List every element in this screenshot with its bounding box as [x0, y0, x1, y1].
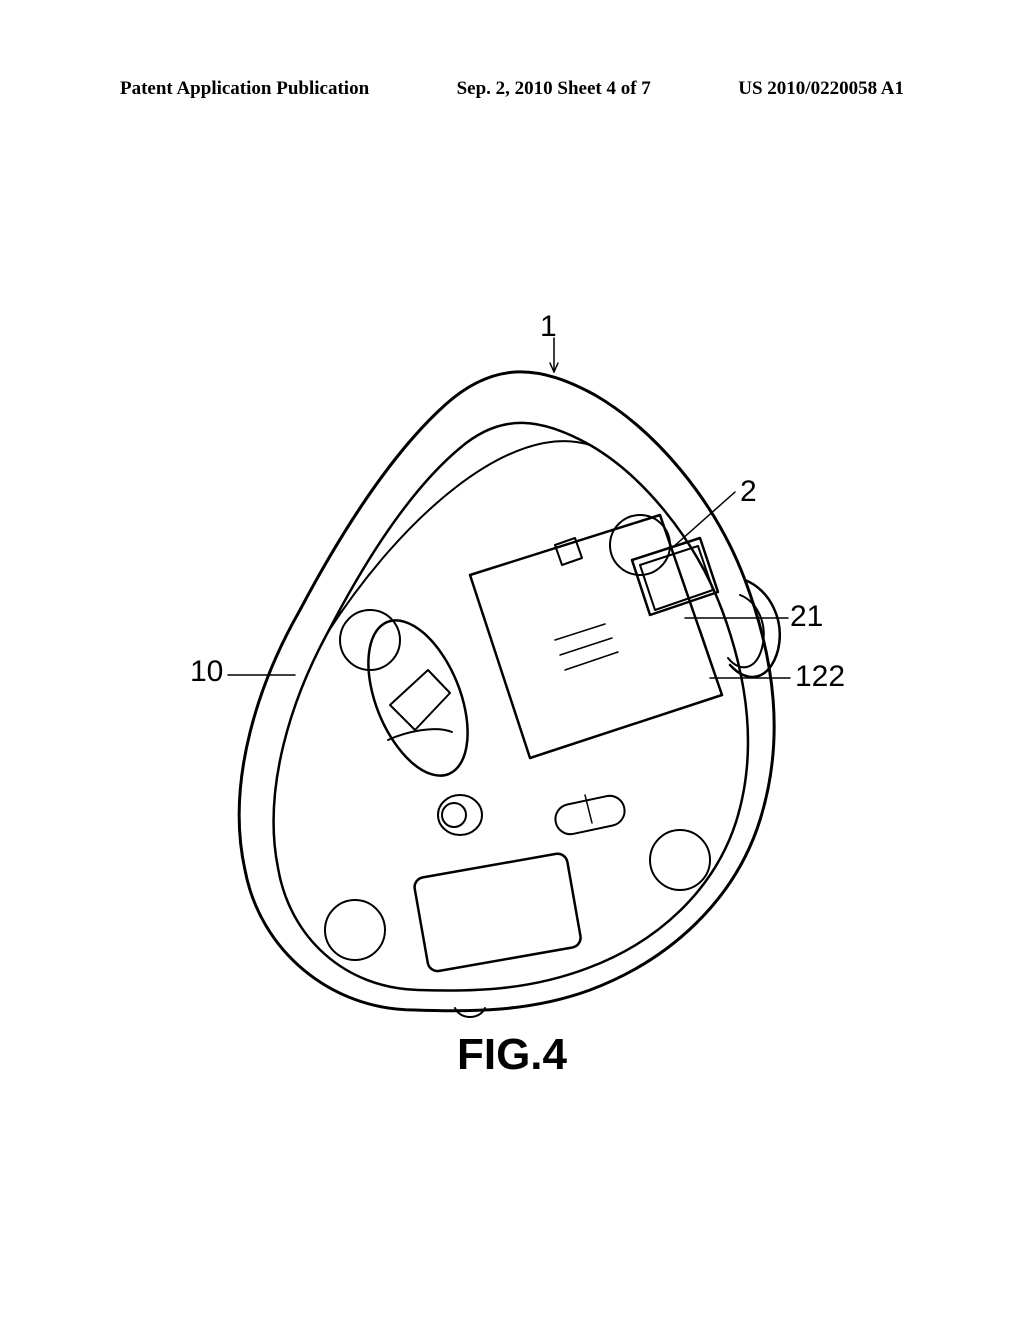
- mouse-outer-shell: [239, 372, 774, 1011]
- foot-pad: [650, 830, 710, 890]
- ref-2: 2: [740, 475, 757, 509]
- power-switch-knob: [442, 803, 466, 827]
- door-hatch: [560, 638, 612, 655]
- optical-sensor-housing: [348, 606, 487, 790]
- header-center: Sep. 2, 2010 Sheet 4 of 7: [457, 78, 651, 100]
- ref-122: 122: [795, 660, 845, 694]
- ref-10: 10: [190, 655, 223, 689]
- side-button-inner: [728, 595, 764, 667]
- figure-caption: FIG.4: [0, 1030, 1024, 1080]
- page-header: Patent Application Publication Sep. 2, 2…: [0, 78, 1024, 100]
- rear-seam: [328, 441, 590, 632]
- ref-1: 1: [540, 310, 557, 344]
- mouse-base-plate: [274, 423, 749, 991]
- figure-svg: [0, 140, 1024, 1040]
- ref-21: 21: [790, 600, 823, 634]
- patent-figure: 1 2 21 122 10: [0, 140, 1024, 1040]
- receiver-slot-inner: [640, 546, 713, 610]
- header-right: US 2010/0220058 A1: [738, 78, 904, 100]
- power-switch-well: [438, 795, 482, 835]
- foot-pad: [325, 900, 385, 960]
- slot-arrow: [700, 630, 722, 695]
- label-recess: [413, 852, 582, 972]
- leader-lines: [228, 338, 790, 678]
- door-hatch: [555, 624, 605, 640]
- optical-sensor-divider: [388, 729, 452, 740]
- door-hatch: [565, 652, 618, 670]
- optical-sensor-inner: [390, 670, 450, 730]
- header-left: Patent Application Publication: [120, 78, 369, 100]
- foot-pad: [340, 610, 400, 670]
